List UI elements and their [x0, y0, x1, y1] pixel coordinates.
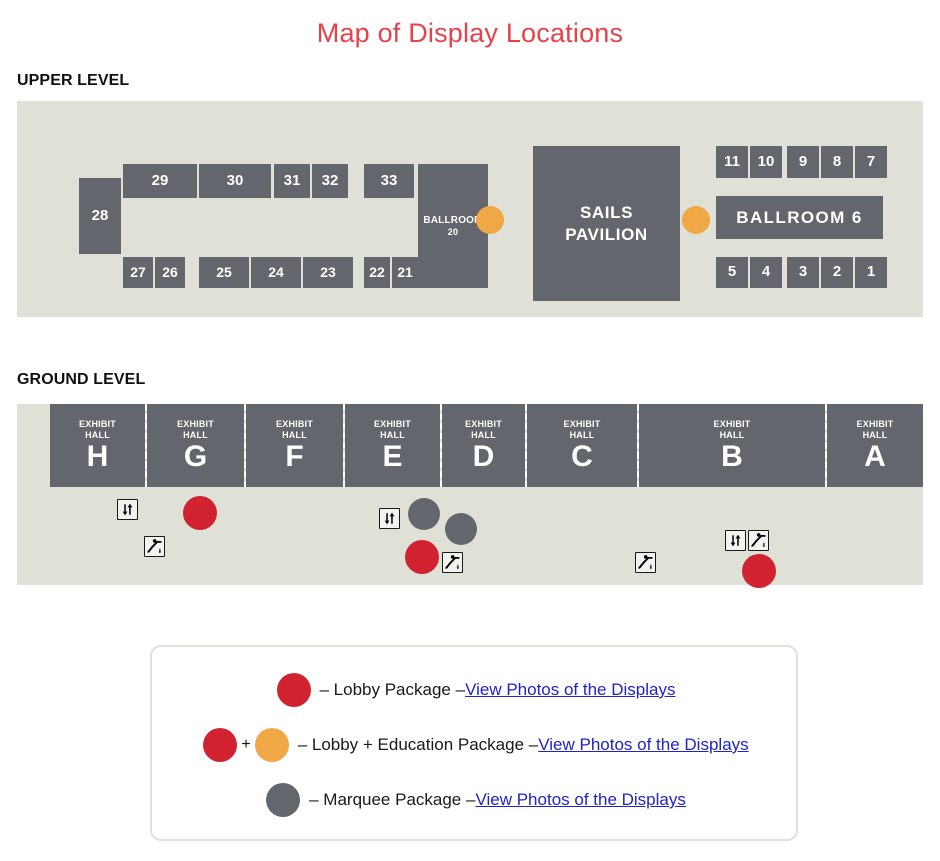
legend-swatch-red [276, 673, 311, 707]
exhibit-hall-E[interactable]: EXHIBIT HALL E [345, 404, 440, 487]
exhibit-hall-D[interactable]: EXHIBIT HALL D [442, 404, 525, 487]
map-dot-gray-1[interactable] [408, 498, 440, 530]
room-block-11[interactable]: 11 [716, 146, 748, 178]
hall-divider [440, 404, 442, 487]
legend-panel: – Lobby Package – View Photos of the Dis… [150, 645, 798, 841]
exhibit-hall-sublabel: EXHIBIT HALL [563, 418, 601, 440]
legend-swatch-gray [266, 783, 301, 817]
exhibit-hall-H[interactable]: EXHIBIT HALL H [50, 404, 145, 487]
elevator-icon[interactable] [117, 499, 138, 520]
legend-swatches: + [203, 728, 289, 762]
exhibit-hall-letter: H [86, 440, 109, 474]
exhibit-hall-letter: C [571, 440, 593, 474]
upper-level-heading: UPPER LEVEL [17, 72, 130, 89]
room-block-5[interactable]: 5 [716, 257, 748, 288]
legend-label: – Marquee Package – [309, 790, 476, 809]
hall-divider [343, 404, 345, 487]
room-block-26[interactable]: 26 [155, 257, 185, 288]
exhibit-hall-letter: B [721, 440, 743, 474]
room-block-10[interactable]: 10 [750, 146, 782, 178]
escalator-icon[interactable] [144, 536, 165, 557]
escalator-icon[interactable] [748, 530, 769, 551]
page-title: Map of Display Locations [316, 18, 624, 48]
room-block-32[interactable]: 32 [312, 164, 348, 198]
legend-view-photos-link[interactable]: View Photos of the Displays [475, 790, 686, 809]
room-block-4[interactable]: 4 [750, 257, 782, 288]
exhibit-hall-sublabel: EXHIBIT HALL [79, 418, 116, 440]
map-dot-orange-0[interactable] [476, 206, 504, 234]
legend-label: – Lobby + Education Package – [297, 735, 539, 754]
hall-divider [525, 404, 527, 487]
room-block-25[interactable]: 25 [199, 257, 249, 288]
legend-swatch-orange [254, 728, 289, 762]
exhibit-hall-G[interactable]: EXHIBIT HALL G [147, 404, 244, 487]
room-block-1[interactable]: 1 [855, 257, 887, 288]
map-dot-red-4[interactable] [742, 554, 776, 588]
room-block-9[interactable]: 9 [787, 146, 819, 178]
exhibit-hall-sublabel: EXHIBIT HALL [374, 418, 411, 440]
exhibit-hall-letter: A [864, 440, 886, 474]
ground-level-heading: GROUND LEVEL [17, 371, 146, 388]
exhibit-hall-sublabel: EXHIBIT HALL [465, 418, 502, 440]
legend-swatches [276, 673, 311, 707]
legend-row: + – Lobby + Education Package – View Phot… [152, 722, 800, 768]
hall-divider [637, 404, 639, 487]
exhibit-hall-sublabel: EXHIBIT HALL [177, 418, 214, 440]
legend-label: – Lobby Package – [319, 680, 466, 699]
legend-plus-sign: + [241, 736, 251, 753]
exhibit-hall-A[interactable]: EXHIBIT HALL A [827, 404, 923, 487]
room-block-2[interactable]: 2 [821, 257, 853, 288]
room-block-3[interactable]: 3 [787, 257, 819, 288]
ballroom-20-block[interactable]: BALLROOM 20 [418, 164, 488, 288]
room-block-7[interactable]: 7 [855, 146, 887, 178]
elevator-icon[interactable] [379, 508, 400, 529]
escalator-icon[interactable] [635, 552, 656, 573]
exhibit-hall-letter: D [472, 440, 495, 474]
room-block-29[interactable]: 29 [123, 164, 197, 198]
map-dot-gray-2[interactable] [445, 513, 477, 545]
ballroom-20-number: 20 [447, 226, 459, 237]
room-block-23[interactable]: 23 [303, 257, 353, 288]
exhibit-hall-letter: E [382, 440, 403, 474]
map-dot-red-3[interactable] [405, 540, 439, 574]
map-dot-orange-1[interactable] [682, 206, 710, 234]
room-block-27[interactable]: 27 [123, 257, 153, 288]
room-block-28[interactable]: 28 [79, 178, 121, 254]
room-block-24[interactable]: 24 [251, 257, 301, 288]
legend-swatch-red [203, 728, 238, 762]
hall-divider [825, 404, 827, 487]
room-block-8[interactable]: 8 [821, 146, 853, 178]
exhibit-hall-letter: F [285, 440, 304, 474]
room-block-31[interactable]: 31 [274, 164, 310, 198]
escalator-icon[interactable] [442, 552, 463, 573]
room-block-21[interactable]: 21 [392, 257, 418, 288]
elevator-icon[interactable] [725, 530, 746, 551]
exhibit-hall-sublabel: EXHIBIT HALL [856, 418, 894, 440]
sails-pavilion-line1: SAILS [579, 203, 634, 223]
legend-row: – Marquee Package – View Photos of the D… [152, 777, 800, 823]
legend-view-photos-link[interactable]: View Photos of the Displays [538, 735, 749, 754]
exhibit-hall-F[interactable]: EXHIBIT HALL F [246, 404, 343, 487]
sails-pavilion-block[interactable]: SAILS PAVILION [533, 146, 680, 301]
legend-swatches [266, 783, 301, 817]
legend-view-photos-link[interactable]: View Photos of the Displays [465, 680, 676, 699]
exhibit-hall-letter: G [183, 440, 208, 474]
hall-divider [244, 404, 246, 487]
exhibit-hall-C[interactable]: EXHIBIT HALL C [527, 404, 637, 487]
upper-level-map: 28 29 30 31 32 33 27 26 25 24 23 22 21 BALLROOM 20 SAIL… [17, 101, 923, 317]
exhibit-hall-B[interactable]: EXHIBIT HALL B [639, 404, 825, 487]
ballroom-6-block[interactable]: BALLROOM 6 [716, 196, 883, 239]
map-dot-red-0[interactable] [183, 496, 217, 530]
exhibit-hall-sublabel: EXHIBIT HALL [276, 418, 313, 440]
legend-row: – Lobby Package – View Photos of the Dis… [152, 667, 800, 713]
exhibit-hall-sublabel: EXHIBIT HALL [713, 418, 751, 440]
room-block-33[interactable]: 33 [364, 164, 414, 198]
sails-pavilion-line2: PAVILION [565, 224, 648, 244]
hall-divider [145, 404, 147, 487]
room-block-22[interactable]: 22 [364, 257, 390, 288]
ballroom-20-label: BALLROOM [423, 215, 483, 227]
room-block-30[interactable]: 30 [199, 164, 271, 198]
ground-level-map: EXHIBIT HALL H EXHIBIT HALL G EXHIBIT HALL F EXHI… [17, 404, 923, 588]
